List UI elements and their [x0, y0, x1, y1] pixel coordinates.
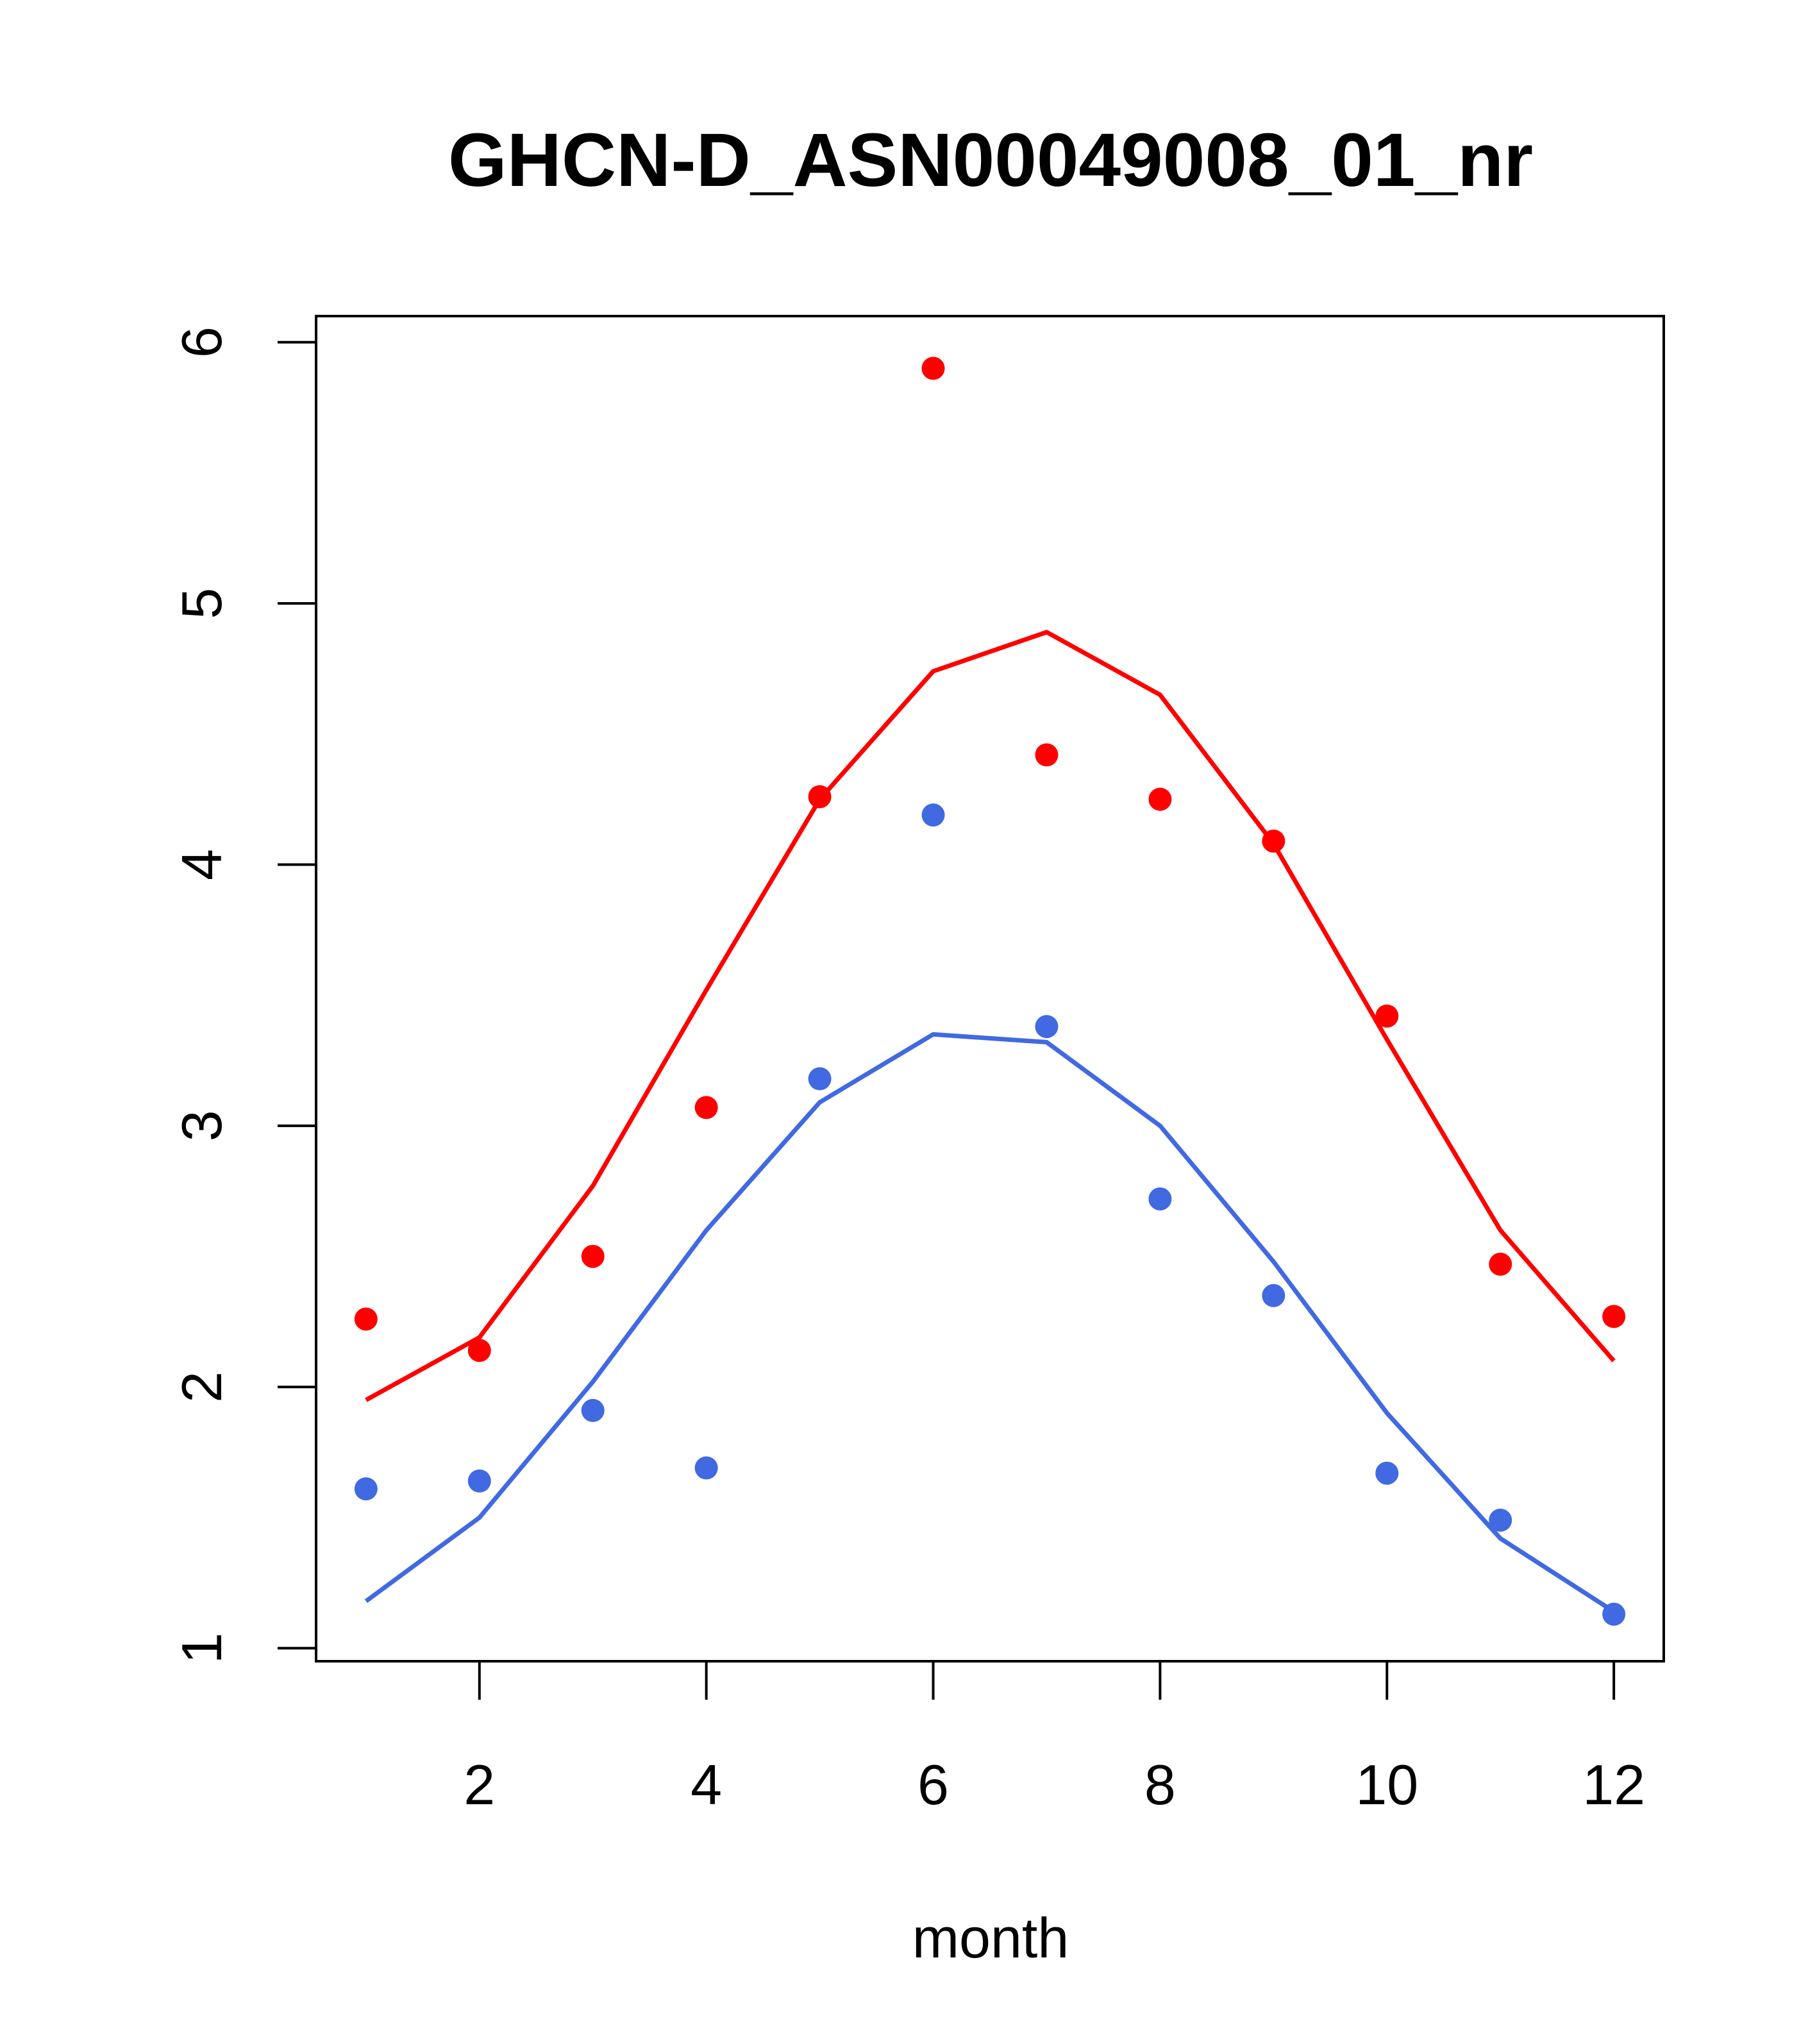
y-tick-label: 5: [170, 588, 233, 619]
x-tick-label: 6: [917, 1753, 949, 1816]
x-tick-label: 8: [1144, 1753, 1176, 1816]
y-tick-label: 4: [170, 849, 233, 880]
x-tick-label: 12: [1582, 1753, 1645, 1816]
chart-title: GHCN-D_ASN00049008_01_nr: [448, 118, 1533, 203]
y-tick-label: 6: [170, 326, 233, 358]
data-point: [467, 1339, 491, 1362]
data-point: [1035, 743, 1059, 767]
data-point: [1375, 1461, 1399, 1485]
data-point: [808, 785, 832, 808]
data-point: [1375, 1004, 1399, 1028]
series-1: [354, 356, 1626, 1402]
data-point: [1489, 1252, 1512, 1276]
data-point: [921, 356, 945, 380]
y-axis: 1 2 3 4 5 6: [170, 326, 317, 1664]
data-point: [581, 1398, 605, 1422]
x-axis: 2 4 6 8 10 12: [464, 1660, 1645, 1816]
data-point: [694, 1456, 718, 1480]
data-point: [1262, 829, 1285, 853]
data-point: [1148, 787, 1172, 811]
data-point: [467, 1469, 491, 1493]
data-point: [1602, 1602, 1626, 1626]
x-tick-label: 4: [691, 1753, 722, 1816]
data-point: [581, 1244, 605, 1268]
data-point: [1602, 1305, 1626, 1328]
y-tick-label: 2: [170, 1371, 233, 1403]
data-point: [694, 1096, 718, 1119]
data-point: [354, 1307, 378, 1331]
data-point: [1489, 1509, 1512, 1532]
x-tick-label: 10: [1355, 1753, 1418, 1816]
y-tick-label: 1: [170, 1632, 233, 1664]
data-point: [808, 1067, 832, 1091]
y-tick-label: 3: [170, 1110, 233, 1141]
data-point: [1035, 1015, 1059, 1039]
data-point: [921, 803, 945, 827]
data-point: [1262, 1284, 1285, 1307]
series-layer: [354, 356, 1626, 1626]
data-point: [354, 1477, 378, 1501]
data-point: [1148, 1187, 1172, 1210]
series-2: [354, 803, 1626, 1626]
series-line: [364, 1032, 1615, 1614]
plot-frame: [315, 315, 1665, 1663]
series-line: [365, 630, 1616, 1402]
x-axis-label: month: [912, 1906, 1069, 1970]
x-tick-label: 2: [464, 1753, 495, 1816]
